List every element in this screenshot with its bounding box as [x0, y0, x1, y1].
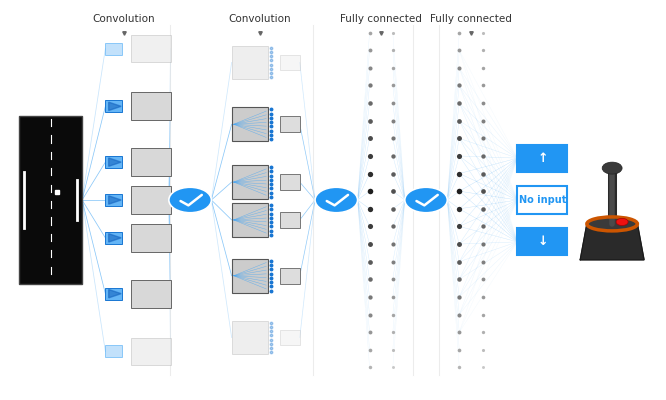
- Circle shape: [616, 218, 628, 226]
- Polygon shape: [109, 196, 121, 204]
- FancyBboxPatch shape: [232, 320, 268, 354]
- FancyBboxPatch shape: [232, 107, 268, 141]
- FancyBboxPatch shape: [280, 174, 300, 190]
- FancyBboxPatch shape: [131, 148, 170, 176]
- FancyBboxPatch shape: [131, 186, 170, 214]
- Text: Fully connected: Fully connected: [430, 14, 511, 24]
- Text: ↓: ↓: [537, 235, 547, 248]
- Text: ↑: ↑: [537, 152, 547, 165]
- FancyBboxPatch shape: [131, 338, 170, 366]
- FancyBboxPatch shape: [232, 259, 268, 293]
- Circle shape: [315, 187, 358, 213]
- FancyBboxPatch shape: [105, 232, 122, 244]
- FancyBboxPatch shape: [105, 42, 122, 54]
- Text: Convolution: Convolution: [228, 14, 291, 24]
- Text: Convolution: Convolution: [93, 14, 155, 24]
- FancyBboxPatch shape: [280, 116, 300, 132]
- Text: No input: No input: [519, 195, 566, 205]
- FancyBboxPatch shape: [131, 280, 170, 308]
- Circle shape: [602, 162, 622, 174]
- Ellipse shape: [587, 217, 637, 231]
- FancyBboxPatch shape: [131, 34, 170, 62]
- FancyBboxPatch shape: [517, 228, 567, 256]
- FancyBboxPatch shape: [232, 203, 268, 237]
- FancyBboxPatch shape: [280, 212, 300, 228]
- FancyBboxPatch shape: [105, 194, 122, 206]
- Circle shape: [169, 187, 211, 213]
- FancyBboxPatch shape: [232, 165, 268, 199]
- FancyBboxPatch shape: [131, 224, 170, 252]
- Polygon shape: [109, 158, 121, 166]
- FancyBboxPatch shape: [232, 46, 268, 80]
- Polygon shape: [580, 224, 644, 260]
- FancyBboxPatch shape: [105, 100, 122, 112]
- FancyBboxPatch shape: [280, 54, 300, 70]
- FancyBboxPatch shape: [105, 288, 122, 300]
- Polygon shape: [109, 290, 121, 298]
- FancyBboxPatch shape: [280, 268, 300, 284]
- FancyBboxPatch shape: [517, 144, 567, 172]
- Text: Fully connected: Fully connected: [340, 14, 422, 24]
- FancyBboxPatch shape: [280, 330, 300, 346]
- FancyBboxPatch shape: [105, 156, 122, 168]
- FancyBboxPatch shape: [105, 346, 122, 358]
- FancyBboxPatch shape: [19, 116, 82, 284]
- FancyBboxPatch shape: [131, 92, 170, 120]
- Polygon shape: [109, 234, 121, 242]
- FancyBboxPatch shape: [517, 186, 567, 214]
- Circle shape: [405, 187, 448, 213]
- Polygon shape: [109, 102, 121, 110]
